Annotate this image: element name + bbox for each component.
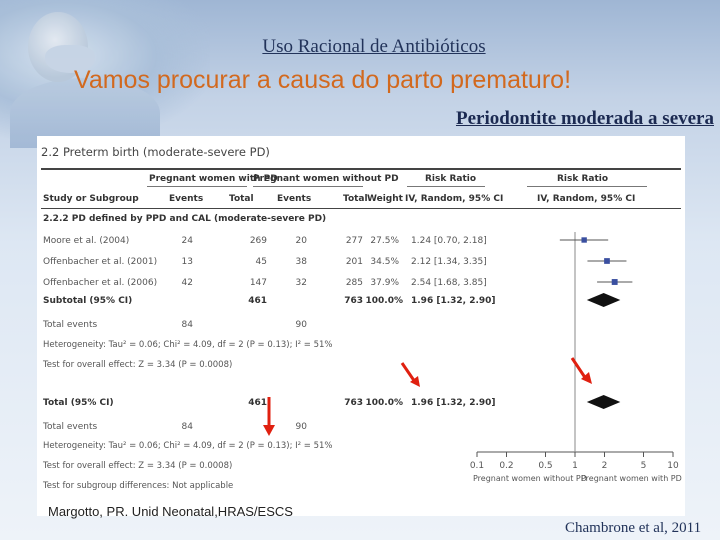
- overall-effect-text: Test for overall effect: Z = 3.34 (P = 0…: [43, 360, 233, 370]
- events-nopd: 32: [295, 278, 307, 288]
- col-events-nopd: Events: [277, 194, 312, 204]
- group-nopd-header: Pregnant women without PD: [253, 174, 399, 184]
- x-tick-label: 0.5: [538, 461, 552, 471]
- footer-credit: Margotto, PR. Unid Neonatal,HRAS/ESCS: [48, 504, 293, 519]
- rr-ci: 2.12 [1.34, 3.35]: [411, 257, 487, 267]
- study-point: [581, 237, 587, 243]
- axis-right-label: Pregnant women with PD: [581, 474, 682, 483]
- heterogeneity-text: Heterogeneity: Tau² = 0.06; Chi² = 4.09,…: [43, 441, 333, 451]
- col-ci: IV, Random, 95% CI: [405, 194, 504, 204]
- col-total-pd: Total: [229, 194, 254, 204]
- events-pd: 24: [181, 236, 193, 246]
- x-tick-label: 5: [641, 461, 647, 471]
- col-study: Study or Subgroup: [43, 194, 139, 204]
- total-diamond: [586, 395, 621, 409]
- surgeon-photo: [0, 0, 210, 148]
- weight: 37.9%: [370, 278, 399, 288]
- group-pd-header: Pregnant women with PD: [149, 174, 278, 184]
- total-total-nopd: 763: [344, 398, 363, 408]
- subgroup-difference-text: Test for subgroup differences: Not appli…: [43, 481, 234, 491]
- study-name: Offenbacher et al. (2006): [43, 278, 158, 288]
- subtotal-label: Subtotal (95% CI): [43, 296, 133, 306]
- total-events-nopd: 90: [295, 422, 307, 432]
- citation: Chambrone et al, 2011: [565, 520, 702, 536]
- total-label: Total (95% CI): [43, 398, 114, 408]
- x-tick-label: 10: [667, 461, 679, 471]
- rr-underline: [407, 186, 485, 187]
- overall-effect-text: Test for overall effect: Z = 3.34 (P = 0…: [43, 461, 233, 471]
- total-events-label: Total events: [43, 422, 98, 432]
- col-total-nopd: Total: [343, 194, 368, 204]
- slide-title: Vamos procurar a causa do parto prematur…: [74, 66, 572, 94]
- total-events-pd: 84: [181, 422, 193, 432]
- slide-subtitle: Uso Racional de Antibióticos: [262, 36, 486, 57]
- total-events-label: Total events: [43, 320, 98, 330]
- total-total-pd: 461: [248, 398, 267, 408]
- forest-plot-figure: 2.2 Preterm birth (moderate-severe PD) P…: [37, 136, 685, 516]
- weight: 27.5%: [370, 236, 399, 246]
- figure-title: 2.2 Preterm birth (moderate-severe PD): [41, 145, 270, 159]
- total-pd: 269: [249, 236, 267, 246]
- total-pd: 45: [255, 257, 267, 267]
- section-heading: Periodontite moderada a severa: [455, 108, 714, 129]
- forest-plot: 0.1 0.2 0.5 1 2 5 10: [470, 232, 679, 471]
- total-ci: 1.96 [1.32, 2.90]: [411, 398, 496, 408]
- study-point: [604, 258, 610, 264]
- col-weight: Weight: [367, 194, 403, 204]
- risk-ratio-header: Risk Ratio: [425, 174, 477, 184]
- events-pd: 13: [181, 257, 193, 267]
- rr-ci: 2.54 [1.68, 3.85]: [411, 278, 487, 288]
- total-events-pd: 84: [181, 320, 193, 330]
- study-point: [611, 279, 618, 285]
- subtotal-total-pd: 461: [248, 296, 267, 306]
- subtotal-diamond: [586, 293, 621, 307]
- arrow-total-diamond: [570, 357, 592, 384]
- total-nopd: 201: [345, 257, 363, 267]
- events-pd: 42: [181, 278, 193, 288]
- arrow-heterogeneity: [263, 397, 275, 436]
- study-name: Offenbacher et al. (2001): [43, 257, 158, 267]
- events-nopd: 20: [295, 236, 307, 246]
- table-header-rule: [41, 208, 681, 209]
- total-nopd: 277: [345, 236, 363, 246]
- study-name: Moore et al. (2004): [43, 236, 130, 246]
- subtotal-weight: 100.0%: [365, 296, 404, 306]
- risk-ratio-plot-header: Risk Ratio: [557, 174, 609, 184]
- total-pd: 147: [249, 278, 267, 288]
- table-top-rule: [41, 168, 681, 170]
- group-pd-underline: [147, 186, 247, 187]
- arrow-total-ci: [400, 362, 420, 387]
- subtotal-total-nopd: 763: [344, 296, 363, 306]
- x-tick-label: 1: [572, 461, 578, 471]
- rr-plot-underline: [527, 186, 647, 187]
- total-events-nopd: 90: [295, 320, 307, 330]
- col-events-pd: Events: [169, 194, 204, 204]
- total-nopd: 285: [345, 278, 363, 288]
- x-tick-label: 0.1: [470, 461, 484, 471]
- axis-left-label: Pregnant women without PD: [473, 474, 587, 483]
- group-nopd-underline: [253, 186, 363, 187]
- rr-ci: 1.24 [0.70, 2.18]: [411, 236, 487, 246]
- total-weight: 100.0%: [365, 398, 404, 408]
- heterogeneity-text: Heterogeneity: Tau² = 0.06; Chi² = 4.09,…: [43, 340, 333, 350]
- surgeon-mask: [45, 45, 95, 73]
- x-tick-label: 2: [602, 461, 608, 471]
- weight: 34.5%: [370, 257, 399, 267]
- subgroup-label: 2.2.2 PD defined by PPD and CAL (moderat…: [43, 214, 327, 224]
- subtotal-ci: 1.96 [1.32, 2.90]: [411, 296, 496, 306]
- x-tick-label: 0.2: [499, 461, 513, 471]
- events-nopd: 38: [295, 257, 307, 267]
- col-plot-ci: IV, Random, 95% CI: [537, 194, 636, 204]
